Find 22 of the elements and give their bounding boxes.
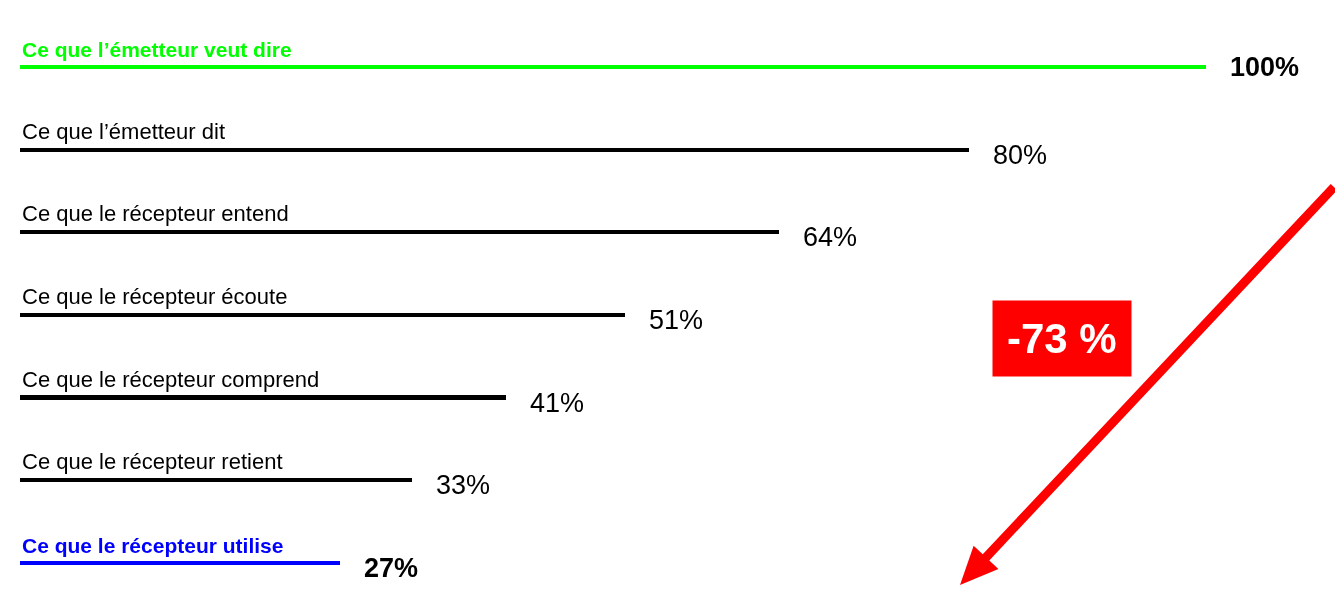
data-label: 80% [993, 140, 1048, 170]
bar [20, 561, 340, 565]
annotation: -73 % [1007, 315, 1117, 362]
y-tick-label: Ce que le récepteur écoute [22, 284, 288, 309]
y-tick-label: Ce que le récepteur comprend [22, 367, 320, 392]
bar [20, 148, 969, 152]
data-label: 41% [530, 388, 585, 418]
bar [20, 478, 412, 482]
data-label: 27% [364, 553, 419, 583]
y-tick-label: Ce que le récepteur utilise [22, 534, 284, 557]
y-tick-label: Ce que l’émetteur veut dire [22, 38, 292, 61]
y-tick-label: Ce que le récepteur entend [22, 201, 289, 226]
y-tick-label: Ce que l’émetteur dit [22, 119, 225, 144]
data-label: 64% [803, 222, 858, 252]
data-label: 100% [1230, 52, 1300, 82]
bar [20, 65, 1206, 69]
y-tick-label: Ce que le récepteur retient [22, 449, 283, 474]
data-label: 51% [649, 305, 704, 335]
data-label: 33% [436, 470, 491, 500]
bar [20, 395, 506, 400]
bar [20, 230, 779, 234]
bar [20, 313, 625, 317]
